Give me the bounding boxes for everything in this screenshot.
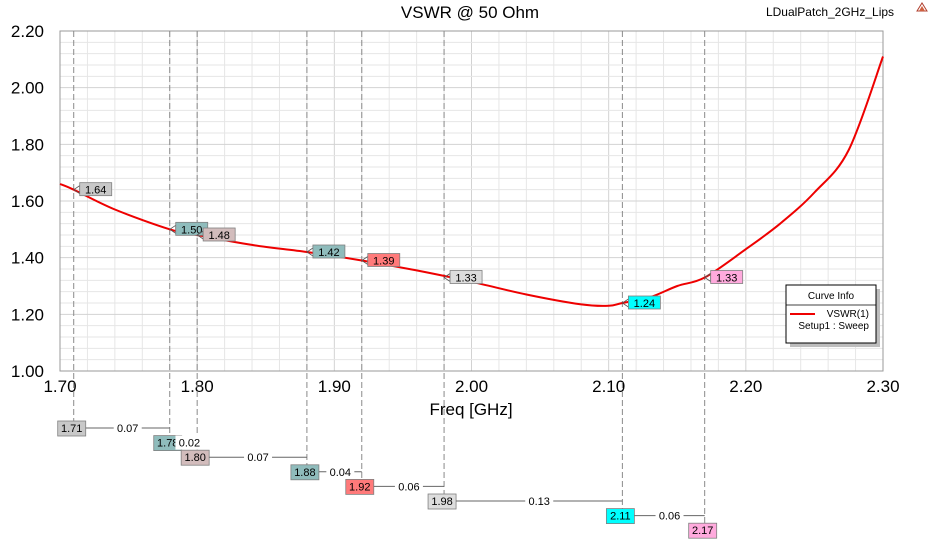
delta-marker-freq: 1.98 xyxy=(431,496,452,508)
legend-entry-sub: Setup1 : Sweep xyxy=(798,321,869,332)
marker-box xyxy=(367,253,401,267)
delta-value: 0.13 xyxy=(529,496,550,508)
delta-marker-box xyxy=(688,522,718,539)
marker-value: 1.48 xyxy=(208,230,229,242)
delta-value: 0.06 xyxy=(398,481,419,493)
legend-title: Curve Info xyxy=(808,291,855,302)
delta-value: 0.07 xyxy=(117,423,138,435)
x-tick-label: 1.90 xyxy=(318,377,351,396)
marker-value: 1.64 xyxy=(85,185,106,197)
delta-marker-freq: 2.17 xyxy=(692,525,713,537)
x-tick-label: 2.20 xyxy=(729,377,762,396)
delta-marker-freq: 2.11 xyxy=(610,511,631,523)
delta-bg xyxy=(655,508,684,523)
delta-bg xyxy=(244,450,273,465)
delta-marker-freq: 1.71 xyxy=(61,423,82,435)
project-label: LDualPatch_2GHz_Lips xyxy=(766,5,894,19)
marker-labels: 1.64 1.50 1.48 1.42 1.39 1.33 1.24 1.33 xyxy=(72,182,744,310)
legend-entry-name: VSWR(1) xyxy=(827,309,869,320)
marker-box xyxy=(312,244,346,259)
marker-value: 1.39 xyxy=(373,256,394,268)
x-tick-label: 1.70 xyxy=(43,377,76,396)
marker-value: 1.50 xyxy=(181,224,202,236)
delta-bg xyxy=(394,479,423,494)
plot-area-frame xyxy=(59,30,884,372)
delta-bg xyxy=(525,494,554,508)
ansys-logo-icon xyxy=(916,2,928,12)
legend-box: Curve Info VSWR(1) Setup1 : Sweep xyxy=(785,284,880,347)
y-tick-label: 2.20 xyxy=(11,22,44,41)
marker-box xyxy=(627,295,661,310)
x-tick-label: 2.10 xyxy=(592,377,625,396)
marker-box xyxy=(710,270,744,284)
delta-marker-freq: 1.80 xyxy=(184,452,205,464)
delta-marker-freq: 1.88 xyxy=(294,467,315,479)
marker-value: 1.24 xyxy=(634,298,655,310)
y-tick-label: 1.20 xyxy=(11,305,44,324)
marker-box xyxy=(79,182,113,197)
marker-value: 1.33 xyxy=(716,273,737,285)
delta-value: 0.07 xyxy=(247,452,268,464)
marker-value: 1.33 xyxy=(455,273,476,285)
y-tick-label: 2.00 xyxy=(11,79,44,98)
y-axis-ticks: 1.00 1.20 1.40 1.60 1.80 2.00 2.20 xyxy=(11,22,44,381)
delta-bg xyxy=(175,435,204,450)
delta-bg xyxy=(326,464,355,479)
marker-box xyxy=(449,270,483,284)
delta-marker-freq: 1.92 xyxy=(349,481,370,493)
delta-value: 0.02 xyxy=(179,438,200,450)
chart-title: VSWR @ 50 Ohm xyxy=(401,3,539,22)
y-tick-label: 1.80 xyxy=(11,135,44,154)
marker-value: 1.42 xyxy=(318,247,339,259)
marker-delta-table: 1.71 0.07 1.78 0.02 1.80 0.07 1.88 0.04 1.92 0.06… xyxy=(57,420,718,539)
y-tick-label: 1.60 xyxy=(11,192,44,211)
y-tick-label: 1.00 xyxy=(11,362,44,381)
delta-value: 0.04 xyxy=(330,467,351,479)
delta-value: 0.06 xyxy=(659,511,680,523)
delta-marker-freq: 1.78 xyxy=(157,438,178,450)
marker-box xyxy=(202,227,236,242)
x-tick-label: 2.00 xyxy=(455,377,488,396)
y-tick-label: 1.40 xyxy=(11,249,44,268)
x-tick-label: 2.30 xyxy=(866,377,899,396)
x-axis-ticks: 1.70 1.80 1.90 2.00 2.10 2.20 2.30 xyxy=(43,377,899,396)
plot-grid xyxy=(60,31,883,371)
x-axis-label: Freq [GHz] xyxy=(429,400,512,419)
delta-bg xyxy=(113,421,142,435)
